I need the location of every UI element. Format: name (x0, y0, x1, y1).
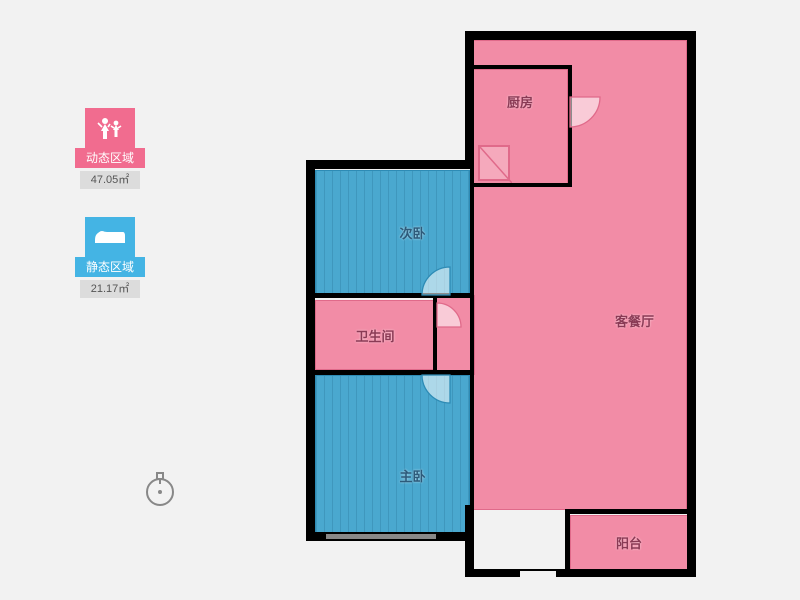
wall-gap-0 (350, 571, 390, 577)
room-label-balcony: 阳台 (616, 533, 642, 552)
room-label-master_br: 主卧 (399, 466, 425, 485)
outer-wall-0 (465, 31, 695, 40)
outer-wall-4 (306, 160, 315, 540)
legend-static-value: 21.17㎡ (80, 280, 140, 298)
door-arc-2 (411, 301, 463, 353)
legend-panel: 动态区域 47.05㎡ 静态区域 21.17㎡ (75, 108, 145, 326)
outer-wall-7 (465, 569, 696, 577)
inner-wall-8 (565, 509, 570, 571)
legend-dynamic: 动态区域 47.05㎡ (75, 108, 145, 189)
door-arc-1 (420, 345, 480, 405)
inner-wall-4 (474, 183, 572, 187)
room-balcony: 阳台 (570, 515, 688, 570)
people-icon (85, 108, 135, 148)
outer-wall-3 (306, 160, 474, 169)
room-label-kitchen: 厨房 (507, 92, 533, 111)
bed-icon (85, 217, 135, 257)
room-label-second_br: 次卧 (399, 223, 425, 242)
outer-wall-6 (465, 505, 474, 577)
floorplan: 客餐厅 厨房阳台 卫生间 次卧主卧 (290, 25, 700, 575)
legend-static-title: 静态区域 (75, 257, 145, 277)
outer-wall-1 (687, 31, 696, 576)
outer-wall-2 (465, 31, 474, 166)
room-label-living: 客餐厅 (615, 311, 654, 330)
door-arc-3 (538, 65, 602, 129)
inner-wall-7 (565, 509, 690, 514)
wall-gap-left (326, 534, 436, 539)
legend-static: 静态区域 21.17㎡ (75, 217, 145, 298)
legend-dynamic-value: 47.05㎡ (80, 171, 140, 189)
kitchen-counter (478, 145, 510, 181)
legend-dynamic-title: 动态区域 (75, 148, 145, 168)
inner-wall-3 (470, 169, 474, 509)
room-label-bathroom: 卫生间 (355, 326, 394, 345)
wall-gap-1 (520, 571, 556, 577)
compass-icon (140, 470, 180, 515)
